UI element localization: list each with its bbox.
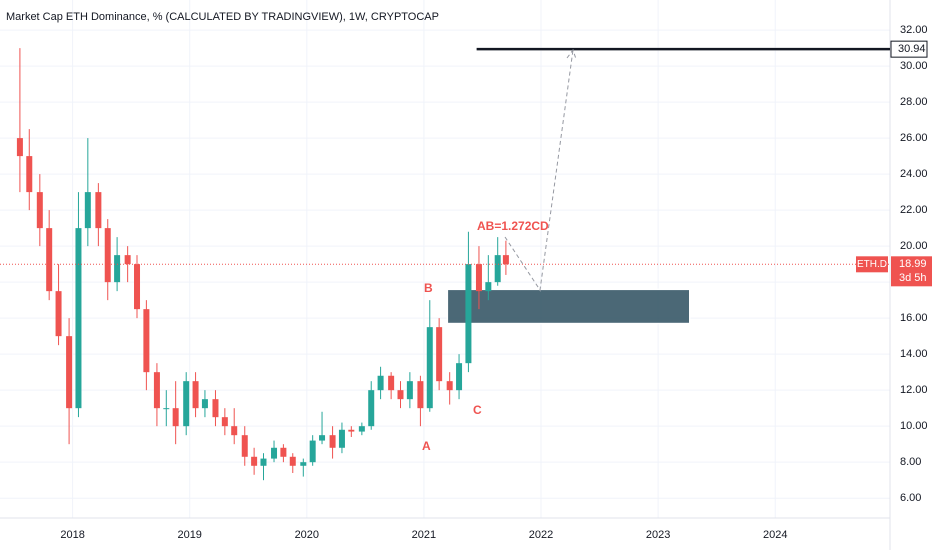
candle-body: [114, 255, 121, 283]
x-tick-label: 2018: [60, 529, 84, 541]
candle-body: [289, 456, 296, 466]
candle-body: [231, 426, 238, 436]
candle-body: [143, 309, 150, 373]
candle-body: [329, 435, 336, 448]
candle-body: [66, 336, 73, 409]
candle-body: [338, 429, 345, 448]
candle-body: [465, 264, 472, 364]
candle-body: [446, 381, 453, 391]
x-tick-label: 2022: [529, 529, 553, 541]
candle-body: [124, 255, 131, 265]
last-price-label: 18.99: [899, 258, 927, 270]
x-tick-label: 2019: [177, 529, 201, 541]
candle-body: [417, 381, 424, 409]
candle-body: [309, 440, 316, 463]
candle-body: [368, 390, 375, 427]
candle-body: [36, 192, 43, 229]
y-tick-label: 22.00: [900, 204, 928, 216]
y-tick-label: 16.00: [900, 312, 928, 324]
candle-body: [95, 192, 102, 229]
candle-body: [134, 264, 141, 310]
candle-body: [377, 375, 384, 391]
y-tick-label: 32.00: [900, 24, 928, 36]
y-tick-label: 26.00: [900, 132, 928, 144]
x-tick-label: 2023: [646, 529, 670, 541]
candle-body: [260, 458, 267, 466]
candle-body: [358, 426, 365, 432]
candle-body: [485, 282, 492, 292]
candle-body: [153, 372, 160, 409]
y-tick-label: 20.00: [900, 240, 928, 252]
candle-body: [75, 228, 82, 409]
candle-body: [426, 327, 433, 409]
candle-body: [300, 462, 307, 466]
candle-body: [84, 192, 91, 229]
target-label-box: [890, 40, 928, 58]
candle-body: [475, 264, 482, 292]
candle-body: [212, 399, 219, 418]
last-price-name: ETH.D: [857, 259, 887, 270]
projection: [504, 49, 574, 292]
candle-body: [192, 381, 199, 409]
x-tick-label: 2024: [763, 529, 787, 541]
candle-body: [280, 447, 287, 457]
y-tick-label: 12.00: [900, 384, 928, 396]
y-tick-label: 24.00: [900, 168, 928, 180]
y-tick-label: 10.00: [900, 420, 928, 432]
annotation: C: [473, 403, 482, 417]
target-label: 30.94: [898, 43, 926, 55]
candle-body: [46, 228, 53, 292]
x-tick-label: 2020: [295, 529, 319, 541]
candle-body: [241, 435, 248, 457]
candle-body: [26, 156, 33, 193]
y-tick-label: 8.00: [900, 456, 921, 468]
candle-body: [251, 456, 258, 466]
y-tick-label: 30.00: [900, 60, 928, 72]
candle-body: [183, 381, 190, 427]
candle-body: [436, 327, 443, 382]
zone: [446, 288, 691, 325]
candle-body: [104, 228, 111, 283]
last-price-box: [891, 256, 932, 287]
candle-body: [502, 255, 509, 265]
candle-body: [55, 291, 62, 337]
x-tick-label: 2021: [412, 529, 436, 541]
candle-body: [163, 408, 170, 410]
candle-body: [388, 375, 395, 391]
candle-body: [221, 417, 228, 427]
candle-body: [397, 390, 404, 400]
candle-body: [172, 408, 179, 427]
candle-body: [348, 429, 355, 432]
candle-body: [271, 447, 278, 459]
last-price-name-box: [856, 256, 888, 273]
chart-title: Market Cap ETH Dominance, % (CALCULATED …: [6, 11, 439, 23]
candle-body: [319, 435, 326, 441]
annotation: AB=1.272CD: [477, 219, 549, 233]
candle-body: [494, 255, 501, 283]
countdown-label: 3d 5h: [899, 272, 927, 284]
projection-shadow: [504, 48, 577, 292]
annotation: B: [424, 281, 433, 295]
y-tick-label: 28.00: [900, 96, 928, 108]
candle-body: [406, 381, 413, 400]
annotation: A: [422, 439, 431, 453]
candle-body: [456, 363, 463, 391]
y-tick-label: 14.00: [900, 348, 928, 360]
candle-body: [16, 138, 23, 157]
candle-body: [201, 399, 208, 409]
y-tick-label: 6.00: [900, 492, 921, 504]
